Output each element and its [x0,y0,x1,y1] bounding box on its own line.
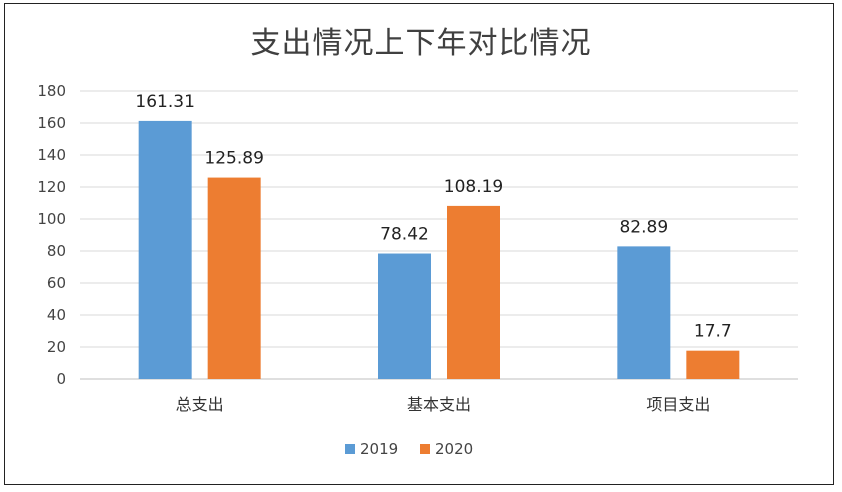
data-label: 17.7 [694,322,732,342]
gridlines [80,90,798,380]
legend-swatch-2020 [420,444,430,454]
bar-2019-0 [138,120,192,380]
bar-2020-2 [686,350,740,379]
y-tick-label: 140 [37,146,66,164]
x-category-label: 项目支出 [646,395,710,414]
x-category-label: 总支出 [176,395,224,414]
y-tick-label: 20 [47,338,66,356]
y-tick-label: 40 [47,306,66,324]
data-label: 161.31 [135,92,194,112]
x-axis-categories: 总支出 基本支出 项目支出 [176,395,711,414]
legend: 2019 2020 [345,440,473,458]
data-label: 125.89 [204,149,263,169]
bar-2020-1 [447,205,500,379]
legend-label: 2020 [435,440,473,458]
data-label: 78.42 [380,225,429,245]
data-label: 108.19 [444,177,503,197]
y-axis-ticks: 0 20 40 60 80 100 120 140 160 180 [37,82,66,388]
bar-2019-1 [378,253,431,379]
data-label: 82.89 [619,217,668,237]
chart-title: 支出情况上下年对比情况 [250,26,592,61]
x-category-label: 基本支出 [407,395,471,414]
y-tick-label: 60 [47,274,66,292]
y-tick-label: 100 [37,210,66,228]
bars [138,120,740,380]
y-tick-label: 0 [56,370,66,388]
legend-label: 2019 [360,440,398,458]
y-tick-label: 160 [37,114,66,132]
bar-2019-2 [617,246,671,379]
y-tick-label: 80 [47,242,66,260]
data-labels: 161.31 125.89 78.42 108.19 82.89 17.7 [135,92,731,342]
bar-2020-0 [207,177,261,379]
legend-swatch-2019 [345,444,355,454]
y-tick-label: 120 [37,178,66,196]
y-tick-label: 180 [37,82,66,100]
